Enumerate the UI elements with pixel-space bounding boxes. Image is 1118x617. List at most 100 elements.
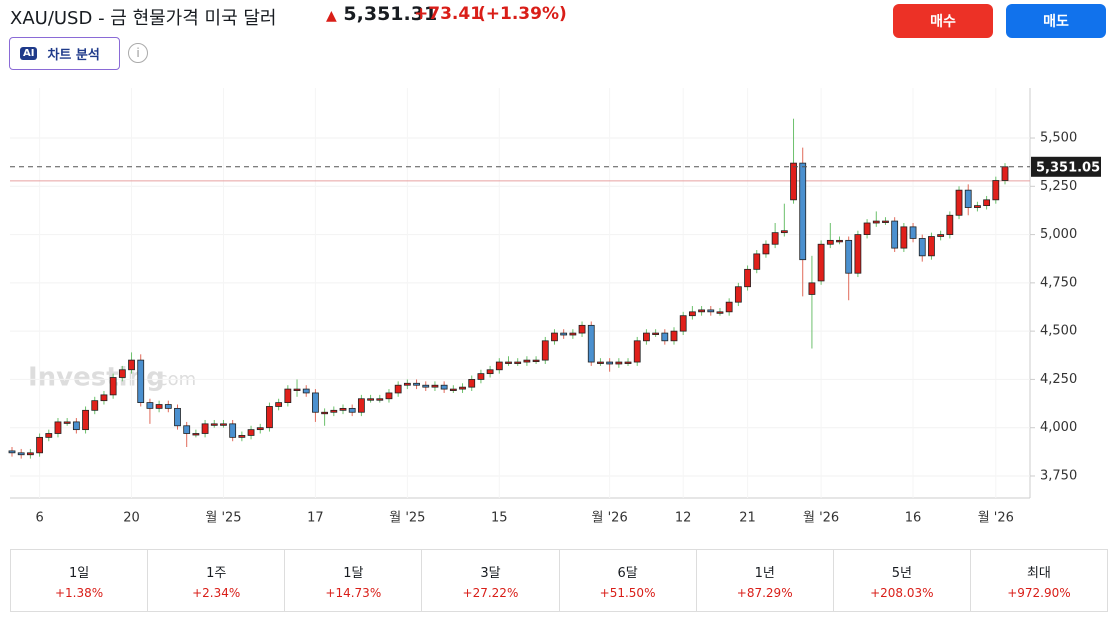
candle-body [321,411,329,415]
buy-button[interactable]: 매수 [893,4,993,38]
candle-body [348,407,356,413]
performance-cell[interactable]: 최대 +972.90% [971,550,1107,611]
y-tick-label: 4,250 [1040,372,1077,387]
candle-body [422,384,430,388]
candle-body [597,361,604,364]
candle-body [845,239,853,274]
candle-body [688,311,696,317]
candle-body [505,361,512,364]
title: XAU/USD - 금 현물가격 미국 달러 [10,8,277,29]
candle-body [54,421,62,434]
candle-body [312,392,319,413]
candle-body [679,315,687,332]
period: 1주 [206,566,227,581]
sell-button[interactable]: 매도 [1006,4,1106,38]
candle-body [762,243,770,255]
candle-body [643,332,650,342]
performance-cell[interactable]: 1일 +1.38% [11,550,149,611]
candle-body [495,361,503,371]
price: ▲ 5,351.31 [326,3,438,25]
candle-body [532,359,540,363]
period-change: +14.73% [325,586,382,600]
candle-body [578,324,586,334]
candle-body [514,361,522,364]
candle-body [909,226,917,239]
candle-body [210,423,218,426]
performance-cell[interactable]: 5년 +208.03% [834,550,971,611]
candle-body [339,407,347,411]
ai-badge: AI [20,47,38,60]
candle-body [523,359,531,363]
candle-body [459,386,466,390]
candle-body [587,324,595,363]
candle-body [385,392,393,400]
candle-body [891,220,899,249]
info-icon[interactable]: i [128,43,148,63]
candle-body [247,429,255,436]
ai-button[interactable]: AI 차트 분석 [9,37,120,70]
x-tick-label: 6 [35,511,43,526]
period: 1달 [343,566,364,581]
candle-body [468,379,476,388]
candle-body [275,402,283,407]
performance-cell[interactable]: 1주 +2.34% [148,550,286,611]
candle-body [477,373,485,380]
candle-body [652,332,660,335]
y-tick-label: 5,500 [1040,131,1077,146]
candle-body [799,162,807,261]
candle-body [45,433,53,438]
period-change: +972.90% [1007,586,1071,600]
performance-cell[interactable]: 1달 +14.73% [285,550,423,611]
candle-body [201,423,209,434]
period-change: +87.29% [736,586,793,600]
x-tick-label: 20 [123,511,140,526]
x-tick-label: 17 [307,511,324,526]
candle-body [238,435,246,438]
y-tick-label: 4,000 [1040,420,1077,435]
performance-table: 1일 +1.38% 1주 +2.34% 1달 +14.73% 3달 +27.22% 6달 +51.… [10,549,1108,612]
candle-body [624,361,632,364]
change: +73.41 [414,4,483,24]
candle-body [164,404,172,409]
candle-body [284,388,292,403]
candle-body [36,436,43,454]
candle-body [72,421,80,431]
candle-body [780,230,788,234]
y-tick-label: 4,500 [1040,324,1077,339]
candle-body [367,398,374,401]
candle-body [771,232,779,245]
y-tick-label: 4,750 [1040,275,1077,290]
candle-body [937,234,945,237]
candle-body [17,452,25,456]
candle-body [992,180,1000,201]
candle-body [854,234,862,274]
candle-body [826,239,834,245]
candle-body [734,286,742,303]
candle-body [707,309,715,313]
candle-body [974,205,981,208]
candle-body [376,398,384,401]
period-change: +1.38% [54,586,104,600]
candle-body [486,369,494,375]
ai-label: 차트 분석 [47,48,100,63]
last-price-box [1031,156,1101,177]
candle-body [174,407,181,427]
candle-body [661,332,669,342]
y-tick-label: 3,750 [1040,468,1077,483]
candle-body [91,400,99,411]
change-pct: (+1.39%) [478,4,567,24]
candle-body [82,409,89,431]
candle-body [872,220,880,224]
x-tick-label: 월 '26 [803,511,839,526]
candle-body [220,423,227,426]
candle-body [109,377,117,396]
candle-body [403,382,411,386]
performance-cell[interactable]: 3달 +27.22% [422,550,560,611]
candle-body [266,406,273,429]
performance-cell[interactable]: 6달 +51.50% [560,550,697,611]
candle-body [449,388,457,391]
performance-cell[interactable]: 1년 +87.29% [697,550,834,611]
candle-body [155,404,163,409]
candle-body [1001,166,1009,181]
candle-body [863,222,871,235]
